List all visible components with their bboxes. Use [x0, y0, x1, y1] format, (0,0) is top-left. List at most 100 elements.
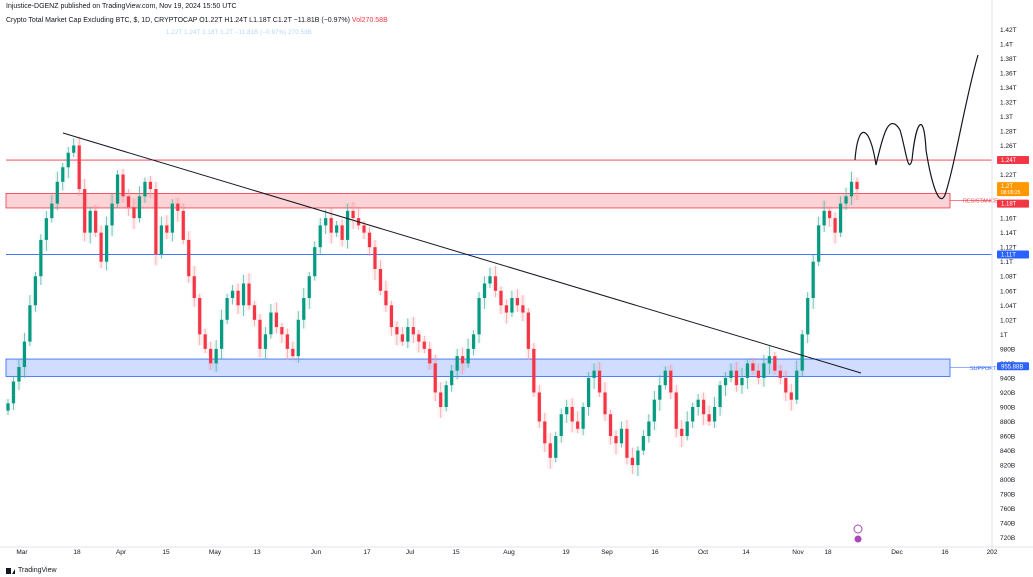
candle-body — [499, 290, 503, 306]
price-tick-label: 1.34T — [1000, 85, 1017, 92]
candle-body — [838, 203, 843, 233]
candle-body — [274, 312, 278, 328]
candle-body — [773, 356, 777, 371]
time-tick-label: 16 — [651, 549, 659, 556]
time-tick-label: 15 — [162, 549, 170, 556]
price-tick-label: 820B — [1000, 463, 1015, 470]
candle-body — [521, 305, 525, 313]
candle-body — [707, 414, 711, 422]
candle-body — [55, 181, 59, 204]
candle-body — [461, 356, 465, 364]
candle-body — [756, 370, 761, 378]
candle-body — [537, 392, 541, 422]
time-tick-label: Apr — [116, 549, 127, 556]
candle-body — [641, 436, 645, 451]
price-tick-label: 1.22T — [1000, 172, 1017, 179]
candle-body — [72, 145, 76, 153]
candle-body — [351, 210, 355, 219]
price-tick-label: 1.36T — [1000, 70, 1017, 77]
candle-body — [22, 341, 27, 368]
support-tag-bg — [997, 362, 1029, 371]
candle-body — [367, 232, 372, 248]
price-tick-label: 1.14T — [1000, 230, 1017, 237]
price-tick-label: 1.3T — [1000, 114, 1013, 121]
candle-body — [225, 298, 229, 320]
candle-body — [493, 276, 498, 291]
price-tick-label: 1.26T — [1000, 143, 1017, 150]
candle-body — [406, 327, 410, 342]
candle-body — [88, 210, 92, 233]
candle-body — [630, 457, 635, 466]
candle-body — [740, 377, 744, 386]
volume-value: Vol270.58B — [351, 17, 388, 24]
candle-body — [400, 334, 404, 342]
candle-body — [789, 392, 793, 400]
candle-body — [230, 290, 235, 299]
candle-body — [318, 225, 322, 248]
candle-body — [674, 392, 678, 429]
price-tick-label: 760B — [1000, 506, 1015, 513]
candle-body — [209, 348, 213, 364]
candle-body — [373, 247, 377, 269]
candle-body — [477, 298, 481, 335]
candle-body — [685, 421, 689, 437]
candle-body — [565, 406, 569, 415]
candle-body — [844, 196, 848, 204]
price-tick-label: 1.32T — [1000, 99, 1017, 106]
candle-body — [362, 225, 366, 233]
price-tick-label: 1.04T — [1000, 303, 1017, 310]
candle-body — [833, 218, 837, 233]
candle-body — [767, 356, 771, 364]
candle-body — [625, 428, 629, 458]
candle-body — [192, 276, 196, 299]
tradingview-brand[interactable]: TradingView — [6, 567, 57, 574]
price-tick-label: 1.16T — [1000, 216, 1017, 223]
candle-body — [647, 421, 651, 437]
price-tick-label: 1.28T — [1000, 128, 1017, 135]
price-tick-label: 1.02T — [1000, 317, 1017, 324]
time-tick-label: Jun — [311, 549, 322, 556]
current-price-tag-label: 1.2T — [1001, 184, 1013, 190]
time-tick-label: 18 — [73, 549, 81, 556]
candle-body — [450, 370, 454, 386]
candle-body — [126, 196, 131, 208]
time-tick-label: May — [209, 549, 222, 556]
candle-body — [570, 406, 574, 422]
candle-body — [762, 363, 766, 378]
candle-body — [236, 290, 240, 306]
candle-body — [280, 327, 284, 335]
time-tick-label: Jul — [406, 549, 415, 556]
candle-body — [811, 261, 815, 299]
candle-body — [576, 421, 580, 429]
candle-body — [324, 218, 328, 226]
candle-body — [165, 225, 169, 233]
candle-body — [203, 334, 207, 349]
trend-line — [62, 132, 862, 374]
candle-body — [307, 276, 311, 299]
candle-body — [723, 377, 728, 386]
candle-body — [99, 232, 103, 262]
price-tick-label: 980B — [1000, 346, 1015, 353]
support-label: SUPPORT — [970, 366, 997, 372]
candle-body — [17, 367, 21, 382]
candle-body — [712, 406, 717, 422]
price-tick-label: 720B — [1000, 535, 1015, 542]
candle-body — [729, 370, 733, 378]
candle-body — [554, 436, 558, 458]
price-tick-label: 940B — [1000, 375, 1015, 382]
resistance-line-tag-label: 1.24T — [1001, 158, 1017, 164]
candle-body — [50, 203, 54, 219]
candle-body — [784, 377, 788, 393]
candle-body — [44, 218, 48, 240]
price-tick-label: 1.4T — [1000, 41, 1013, 48]
candle-body — [313, 247, 317, 277]
price-tick-label: 1.06T — [1000, 288, 1017, 295]
resistance-line-tag-bg — [997, 156, 1029, 165]
symbol-legend: Crypto Total Market Cap Excluding BTC, $… — [6, 17, 388, 24]
candle-body — [658, 385, 662, 400]
candle-body — [663, 370, 667, 386]
candle-body — [83, 189, 87, 233]
candle-body — [559, 414, 563, 437]
candle-body — [433, 363, 437, 393]
